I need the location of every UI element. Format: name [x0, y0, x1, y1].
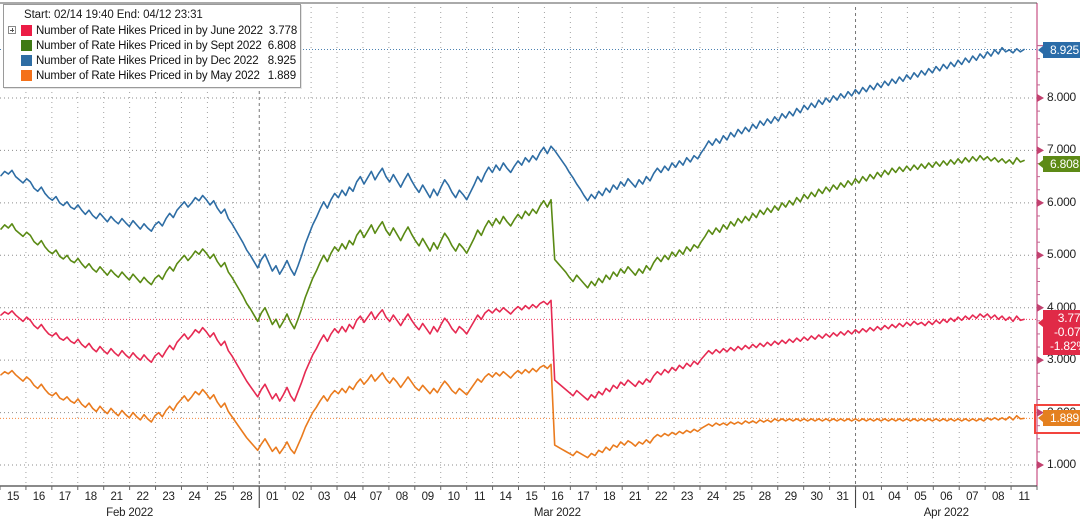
legend-spacer: [8, 70, 19, 81]
x-axis-tick-label: 22: [654, 491, 668, 503]
x-axis-tick-label: 29: [784, 491, 798, 503]
legend-item[interactable]: Number of Rate Hikes Priced in by May 20…: [8, 68, 296, 83]
x-axis-tick-label: 04: [343, 491, 357, 503]
x-axis-tick-label: 16: [32, 491, 46, 503]
x-axis-tick-label: 06: [940, 491, 953, 503]
x-axis-tick-label: 04: [888, 491, 901, 503]
legend-swatch-may: [21, 70, 32, 81]
expand-box-icon[interactable]: [8, 25, 19, 36]
selection-highlight-box: [1034, 404, 1080, 435]
x-axis-tick-label: 23: [680, 491, 694, 503]
y-axis-tick-label: 6.000: [1047, 194, 1077, 209]
x-axis-tick-label: 24: [188, 491, 201, 503]
x-axis-month-label: Apr 2022: [923, 507, 969, 519]
badge-june-change: -0.070: [1054, 325, 1080, 340]
series-line[interactable]: [0, 154, 1025, 330]
x-axis-tick-label: 02: [292, 491, 305, 503]
badge-june-value: 3.778: [1057, 311, 1080, 326]
legend-item[interactable]: Number of Rate Hikes Priced in by Sept 2…: [8, 38, 296, 53]
legend-label-sept: Number of Rate Hikes Priced in by Sept 2…: [36, 39, 262, 52]
value-badge-june[interactable]: 3.778 -0.070 -1.82%: [1038, 310, 1080, 356]
legend-swatch-sept: [21, 40, 32, 51]
value-badge-sept[interactable]: 6.808: [1037, 156, 1080, 173]
x-axis-tick-label: 18: [603, 491, 616, 503]
x-axis-tick-label: 07: [966, 491, 979, 503]
series-line[interactable]: [0, 363, 1025, 459]
x-axis-tick-label: 22: [136, 491, 149, 503]
x-axis-tick-label: 21: [110, 491, 124, 503]
x-axis-tick-label: 07: [369, 491, 383, 503]
x-axis-month-label: Mar 2022: [533, 507, 581, 519]
x-axis-tick-label: 21: [629, 491, 642, 503]
x-axis-tick-label: 23: [162, 491, 175, 503]
y-axis-tick-label: 7.000: [1047, 142, 1077, 157]
x-axis-tick-label: 15: [6, 491, 20, 503]
x-axis-tick-label: 11: [1018, 491, 1030, 503]
x-axis-tick-label: 14: [499, 491, 512, 503]
value-badge-dec[interactable]: 8.925: [1037, 41, 1080, 58]
y-axis-tick-label: 5.000: [1047, 247, 1077, 262]
y-axis-tick-label: 3.000: [1047, 352, 1077, 367]
chart-legend[interactable]: Start: 02/14 19:40 End: 04/12 23:31 Numb…: [3, 4, 301, 88]
legend-label-june: Number of Rate Hikes Priced in by June 2…: [36, 24, 263, 37]
x-axis-tick-label: 18: [84, 491, 98, 503]
legend-item[interactable]: Number of Rate Hikes Priced in by June 2…: [8, 23, 298, 38]
legend-spacer: [8, 40, 19, 51]
x-axis-tick-label: 24: [706, 491, 720, 503]
x-axis-tick-label: 30: [810, 491, 824, 503]
x-axis-tick-label: 11: [473, 491, 486, 503]
legend-label-dec: Number of Rate Hikes Priced in by Dec 20…: [36, 54, 259, 67]
x-axis-tick-label: 08: [395, 491, 409, 503]
legend-spacer: [8, 55, 19, 66]
x-axis-tick-label: 08: [992, 491, 1005, 503]
legend-label-may: Number of Rate Hikes Priced in by May 20…: [36, 69, 260, 82]
x-axis-tick-label: 31: [836, 491, 849, 503]
x-axis-tick-label: 28: [758, 491, 772, 503]
x-axis-month-label: Feb 2022: [106, 507, 154, 519]
legend-value-may: 1.889: [267, 69, 296, 82]
value-badge-may[interactable]: 1.889: [1037, 410, 1080, 427]
y-axis-tick-label: 1.000: [1047, 457, 1077, 471]
x-axis-tick-label: 16: [551, 491, 564, 503]
legend-date-range: Start: 02/14 19:40 End: 04/12 23:31: [24, 9, 203, 21]
y-axis-tick-label: 4.000: [1047, 299, 1077, 314]
legend-swatch-dec: [21, 55, 32, 66]
value-marker-lines: [0, 49, 1037, 419]
x-axis-tick-label: 15: [525, 491, 538, 503]
series-line[interactable]: [0, 46, 1025, 277]
legend-value-sept: 6.808: [267, 39, 296, 52]
legend-item[interactable]: Number of Rate Hikes Priced in by Dec 20…: [8, 53, 296, 68]
x-axis-tick-label: 17: [577, 491, 590, 503]
series-lines: [0, 46, 1025, 459]
legend-value-dec: 8.925: [267, 54, 296, 67]
x-axis-tick-label: 10: [447, 491, 461, 503]
legend-value-june: 3.778: [268, 24, 298, 37]
badge-june-pct: -1.82%: [1050, 339, 1080, 354]
series-line[interactable]: [0, 299, 1025, 402]
y-axis-tick-label: 8.000: [1047, 90, 1077, 104]
x-axis-tick-label: 25: [214, 491, 227, 503]
x-axis-tick-label: 01: [266, 491, 279, 503]
x-axis-tick-label: 25: [732, 491, 746, 503]
x-axis-tick-label: 09: [421, 491, 435, 503]
x-axis-tick-label: 03: [317, 491, 331, 503]
x-axis-tick-label: 28: [240, 491, 253, 503]
x-axis-tick-label: 01: [862, 491, 875, 503]
x-axis-tick-label: 17: [58, 491, 72, 503]
x-axis-tick-label: 05: [914, 491, 927, 503]
legend-swatch-june: [21, 25, 32, 36]
